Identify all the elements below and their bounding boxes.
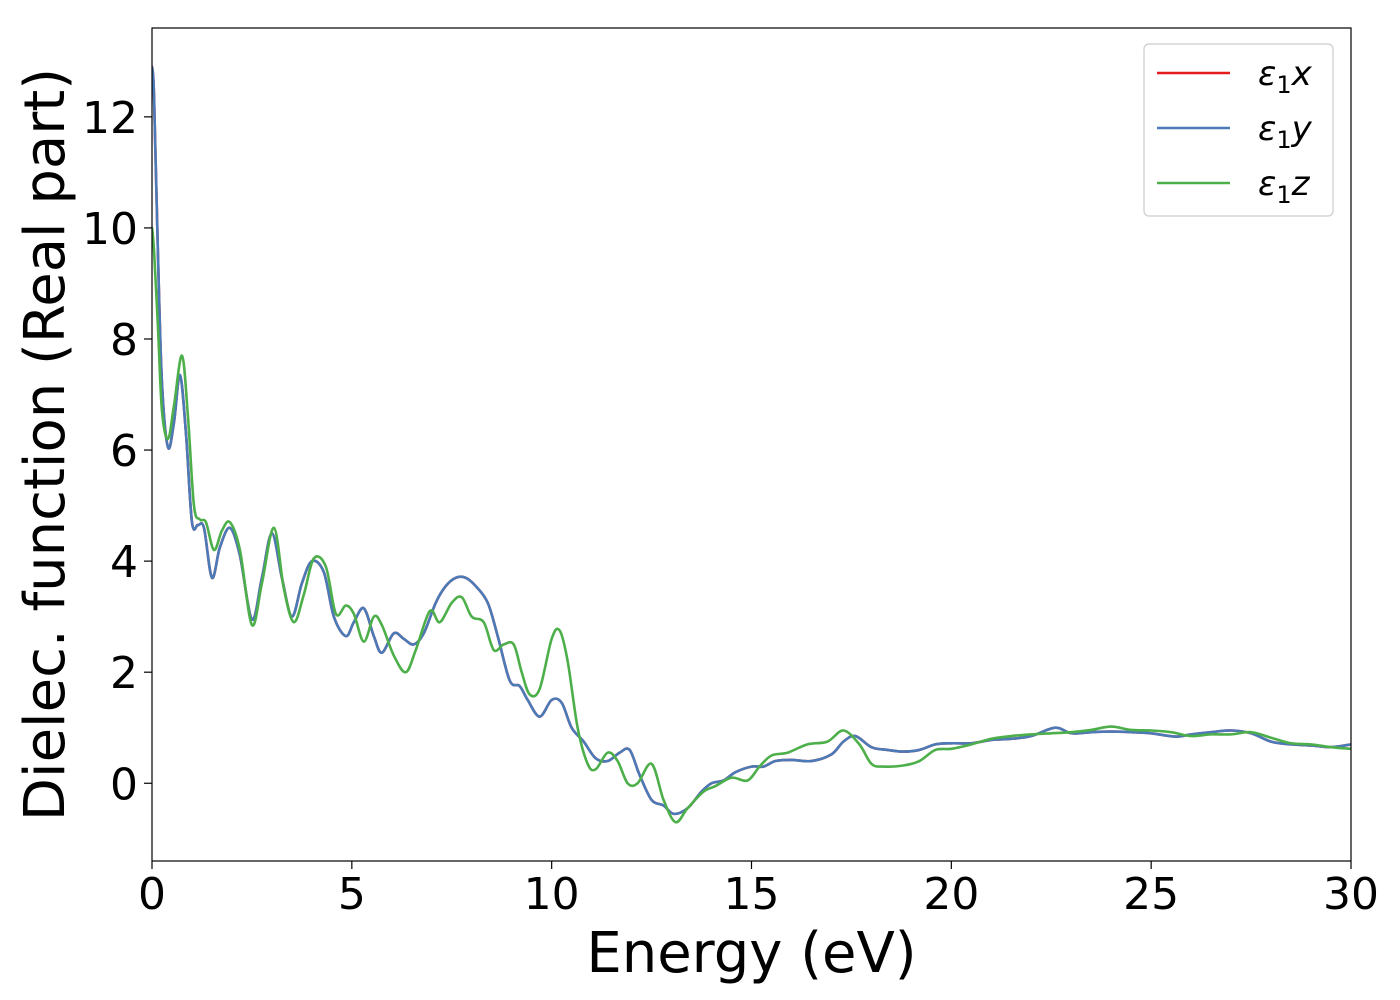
- y-axis-ticks: 0 2 4 6 8 10 12: [82, 93, 152, 810]
- legend-label-x: ε1x: [1258, 54, 1313, 99]
- x-tick-label: 15: [724, 869, 780, 920]
- y-tick-label: 8: [110, 315, 138, 366]
- x-axis-ticks: 0 5 10 15 20 25 30: [138, 861, 1379, 920]
- y-tick-label: 6: [110, 426, 138, 477]
- y-tick-label: 4: [110, 537, 138, 588]
- y-tick-label: 10: [82, 204, 138, 255]
- y-tick-label: 12: [82, 93, 138, 144]
- x-tick-label: 5: [338, 869, 366, 920]
- y-tick-label: 0: [110, 759, 138, 810]
- legend-label-y: ε1y: [1258, 109, 1313, 154]
- x-axis-label: Energy (eV): [586, 921, 916, 986]
- legend: ε1x ε1y ε1z: [1143, 43, 1334, 217]
- series-layer: [152, 65, 1351, 824]
- x-tick-label: 10: [524, 869, 580, 920]
- x-tick-label: 0: [138, 869, 166, 920]
- x-tick-label: 25: [1123, 869, 1179, 920]
- x-tick-label: 30: [1323, 869, 1379, 920]
- y-axis-label: Dielec. function (Real part): [13, 68, 78, 821]
- legend-box: [1143, 43, 1334, 217]
- series-line-z: [152, 226, 1351, 824]
- x-tick-label: 20: [923, 869, 979, 920]
- legend-label-z: ε1z: [1258, 164, 1311, 209]
- y-tick-label: 2: [110, 648, 138, 699]
